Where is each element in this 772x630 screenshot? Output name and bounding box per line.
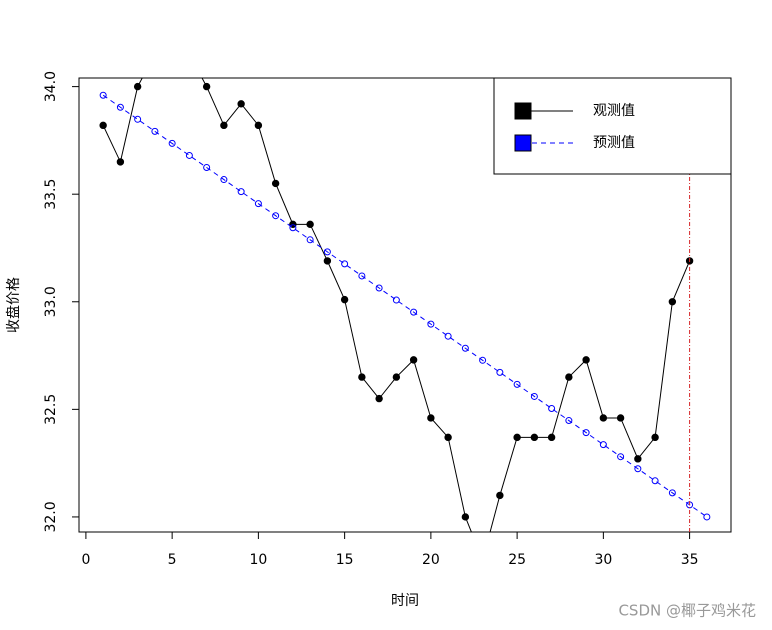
data-point (133, 82, 142, 91)
data-point (530, 433, 539, 442)
data-point (599, 441, 607, 449)
data-point (496, 368, 504, 376)
data-point (582, 429, 590, 437)
data-point (237, 100, 245, 108)
x-tick-label: 30 (594, 552, 612, 568)
data-point (565, 373, 573, 381)
data-point (565, 417, 573, 425)
data-point (254, 200, 262, 208)
y-tick-label: 32.0 (43, 501, 59, 532)
y-tick-label: 33.5 (43, 179, 59, 210)
data-point (168, 139, 176, 147)
data-point (375, 394, 383, 403)
x-tick-label: 5 (168, 552, 177, 568)
x-tick-label: 10 (249, 552, 267, 568)
data-point (323, 248, 331, 256)
data-point (410, 308, 418, 316)
data-point (237, 188, 245, 196)
data-point (254, 121, 263, 130)
data-point (392, 296, 400, 304)
data-point (409, 356, 418, 364)
data-point (651, 433, 659, 442)
data-point (375, 284, 383, 292)
data-point (668, 489, 676, 497)
x-tick-label: 0 (81, 552, 90, 568)
data-point (134, 115, 142, 123)
data-point (99, 91, 107, 99)
data-point (479, 356, 487, 364)
data-point (582, 356, 590, 364)
data-point (634, 465, 642, 473)
y-tick-label: 32.5 (43, 394, 59, 425)
data-point (548, 404, 556, 412)
data-point (496, 491, 504, 500)
data-point (151, 127, 159, 135)
data-point (547, 433, 556, 442)
data-point (634, 455, 642, 463)
data-point (616, 414, 625, 422)
data-point (703, 513, 711, 521)
data-point (289, 224, 297, 232)
data-point (427, 414, 435, 422)
x-tick-label: 15 (336, 552, 354, 568)
data-point (530, 392, 538, 400)
data-point (116, 158, 125, 166)
data-point (392, 373, 401, 381)
watermark: CSDN @椰子鸡米花 (618, 602, 756, 620)
data-point (202, 82, 211, 91)
legend-label: 预测值 (593, 135, 635, 151)
data-point (358, 272, 366, 280)
series-line (102, 94, 708, 518)
data-point (323, 257, 332, 265)
data-point (513, 433, 521, 442)
x-tick-label: 20 (422, 552, 440, 568)
data-point (617, 453, 625, 461)
legend-label: 观测值 (593, 103, 635, 119)
data-point (444, 332, 452, 340)
data-point (358, 373, 366, 381)
y-tick-label: 33.0 (43, 286, 59, 317)
legend-box (493, 77, 732, 175)
data-point (306, 236, 314, 244)
data-point (461, 513, 470, 521)
data-point (668, 298, 677, 306)
data-point (169, 40, 175, 46)
data-point (461, 344, 469, 352)
data-point (185, 151, 193, 159)
data-point (220, 121, 228, 130)
x-tick-label: 35 (681, 552, 699, 568)
data-point (272, 212, 280, 220)
y-axis-label: 收盘价格 (5, 277, 22, 333)
data-point (306, 220, 314, 229)
data-point (152, 51, 158, 57)
data-point (513, 380, 521, 388)
data-point (444, 433, 452, 442)
y-tick-label: 34.0 (43, 71, 59, 102)
data-point (599, 414, 608, 422)
legend-swatch (514, 102, 532, 120)
data-point (271, 179, 280, 188)
x-axis-label: 时间 (391, 593, 419, 609)
data-point (220, 176, 228, 184)
data-point (203, 164, 211, 172)
data-point (340, 295, 349, 304)
legend-swatch (514, 134, 532, 152)
data-point (651, 477, 659, 485)
data-point (116, 103, 124, 111)
data-point (479, 557, 485, 563)
data-point (99, 121, 107, 130)
data-point (341, 260, 349, 268)
plot-area (99, 40, 711, 563)
data-point (186, 51, 192, 57)
data-point (427, 320, 435, 328)
x-tick-label: 25 (508, 552, 526, 568)
